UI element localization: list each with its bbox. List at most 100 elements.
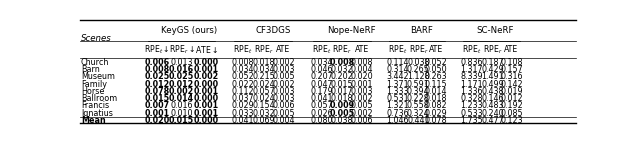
Text: 0.015: 0.015 (169, 116, 195, 125)
Text: RPE$_r$$\downarrow$: RPE$_r$$\downarrow$ (169, 43, 195, 56)
Text: SC-NeRF: SC-NeRF (476, 26, 514, 35)
Text: 0.316: 0.316 (500, 72, 523, 82)
Text: 0.005: 0.005 (272, 109, 294, 118)
Text: 1.321: 1.321 (386, 101, 409, 110)
Text: 1.128: 1.128 (407, 72, 429, 82)
Text: 0.438: 0.438 (481, 87, 504, 96)
Text: 1.046: 1.046 (386, 116, 409, 125)
Text: KeyGS (ours): KeyGS (ours) (161, 26, 217, 35)
Text: 0.008: 0.008 (351, 58, 373, 67)
Text: 0.265: 0.265 (407, 65, 429, 74)
Text: BARF: BARF (410, 26, 433, 35)
Text: 0.002: 0.002 (351, 94, 373, 103)
Text: RPE$_r$: RPE$_r$ (483, 43, 502, 56)
Text: 0.046: 0.046 (311, 65, 333, 74)
Text: 0.025: 0.025 (144, 72, 170, 82)
Text: 0.013: 0.013 (170, 58, 193, 67)
Text: 0.003: 0.003 (351, 87, 373, 96)
Text: 3.442: 3.442 (386, 72, 409, 82)
Text: 0.531: 0.531 (386, 94, 409, 103)
Text: Museum: Museum (81, 72, 115, 82)
Text: 8.339: 8.339 (461, 72, 483, 82)
Text: 0.041: 0.041 (311, 94, 333, 103)
Text: 0.499: 0.499 (481, 80, 504, 89)
Text: 0.002: 0.002 (194, 72, 219, 82)
Text: RPE$_t$: RPE$_t$ (462, 43, 481, 56)
Text: 0.015: 0.015 (144, 94, 170, 103)
Text: 0.394: 0.394 (407, 87, 429, 96)
Text: 0.003: 0.003 (272, 65, 294, 74)
Text: CF3DGS: CF3DGS (256, 26, 291, 35)
Text: 0.112: 0.112 (232, 87, 254, 96)
Text: 0.240: 0.240 (481, 109, 504, 118)
Text: 0.002: 0.002 (272, 80, 294, 89)
Text: 0.008: 0.008 (144, 65, 170, 74)
Text: 0.078: 0.078 (144, 87, 170, 96)
Text: 0.441: 0.441 (407, 116, 429, 125)
Text: RPE$_r$: RPE$_r$ (332, 43, 351, 56)
Text: 0.005: 0.005 (330, 109, 355, 118)
Text: 1.735: 1.735 (460, 116, 483, 125)
Text: 0.001: 0.001 (144, 109, 170, 118)
Text: ATE: ATE (504, 45, 518, 54)
Text: 0.142: 0.142 (500, 80, 523, 89)
Text: 0.108: 0.108 (500, 58, 523, 67)
Text: 0.082: 0.082 (425, 101, 447, 110)
Text: 0.533: 0.533 (461, 109, 483, 118)
Text: 1.371: 1.371 (386, 80, 409, 89)
Text: 0.050: 0.050 (425, 65, 447, 74)
Text: 0.202: 0.202 (330, 72, 353, 82)
Text: 0.000: 0.000 (194, 80, 219, 89)
Text: 0.736: 0.736 (386, 109, 409, 118)
Text: 0.012: 0.012 (169, 80, 195, 89)
Text: 1.317: 1.317 (461, 65, 483, 74)
Text: RPE$_r$: RPE$_r$ (408, 43, 428, 56)
Text: Church: Church (81, 58, 109, 67)
Text: 0.207: 0.207 (310, 72, 333, 82)
Text: 0.034: 0.034 (232, 65, 254, 74)
Text: 0.192: 0.192 (500, 101, 523, 110)
Text: 0.483: 0.483 (481, 101, 504, 110)
Text: 0.115: 0.115 (425, 80, 447, 89)
Text: 0.004: 0.004 (351, 65, 373, 74)
Text: 0.324: 0.324 (407, 109, 429, 118)
Text: ATE: ATE (276, 45, 291, 54)
Text: 0.008: 0.008 (232, 58, 254, 67)
Text: 0.018: 0.018 (252, 58, 275, 67)
Text: 0.052: 0.052 (231, 72, 254, 82)
Text: 0.016: 0.016 (170, 101, 193, 110)
Text: 0.010: 0.010 (170, 109, 193, 118)
Text: 0.057: 0.057 (310, 101, 333, 110)
Text: 0.001: 0.001 (194, 101, 219, 110)
Text: 0.001: 0.001 (351, 80, 373, 89)
Text: 0.020: 0.020 (351, 72, 373, 82)
Text: 0.025: 0.025 (169, 72, 195, 82)
Text: 0.591: 0.591 (407, 80, 429, 89)
Text: 0.558: 0.558 (407, 101, 429, 110)
Text: 0.157: 0.157 (500, 65, 523, 74)
Text: 0.029: 0.029 (231, 101, 254, 110)
Text: 0.041: 0.041 (232, 116, 254, 125)
Text: 0.154: 0.154 (252, 101, 275, 110)
Text: 1.333: 1.333 (386, 87, 409, 96)
Text: RPE$_t$: RPE$_t$ (388, 43, 407, 56)
Text: 0.022: 0.022 (231, 80, 254, 89)
Text: 0.001: 0.001 (194, 109, 219, 118)
Text: 0.007: 0.007 (144, 101, 170, 110)
Text: 0.020: 0.020 (144, 116, 170, 125)
Text: 0.429: 0.429 (481, 65, 504, 74)
Text: 0.014: 0.014 (169, 94, 195, 103)
Text: ATE$\downarrow$: ATE$\downarrow$ (195, 44, 218, 55)
Text: 1.336: 1.336 (461, 87, 483, 96)
Text: 0.001: 0.001 (194, 87, 219, 96)
Text: 0.328: 0.328 (461, 94, 483, 103)
Text: 0.000: 0.000 (194, 94, 219, 103)
Text: 0.057: 0.057 (252, 87, 275, 96)
Text: Scenes: Scenes (81, 34, 112, 43)
Text: 0.052: 0.052 (425, 58, 447, 67)
Text: 1.233: 1.233 (461, 101, 483, 110)
Text: 0.033: 0.033 (232, 109, 254, 118)
Text: Francis: Francis (81, 101, 109, 110)
Text: 0.002: 0.002 (351, 109, 373, 118)
Text: 0.179: 0.179 (310, 87, 333, 96)
